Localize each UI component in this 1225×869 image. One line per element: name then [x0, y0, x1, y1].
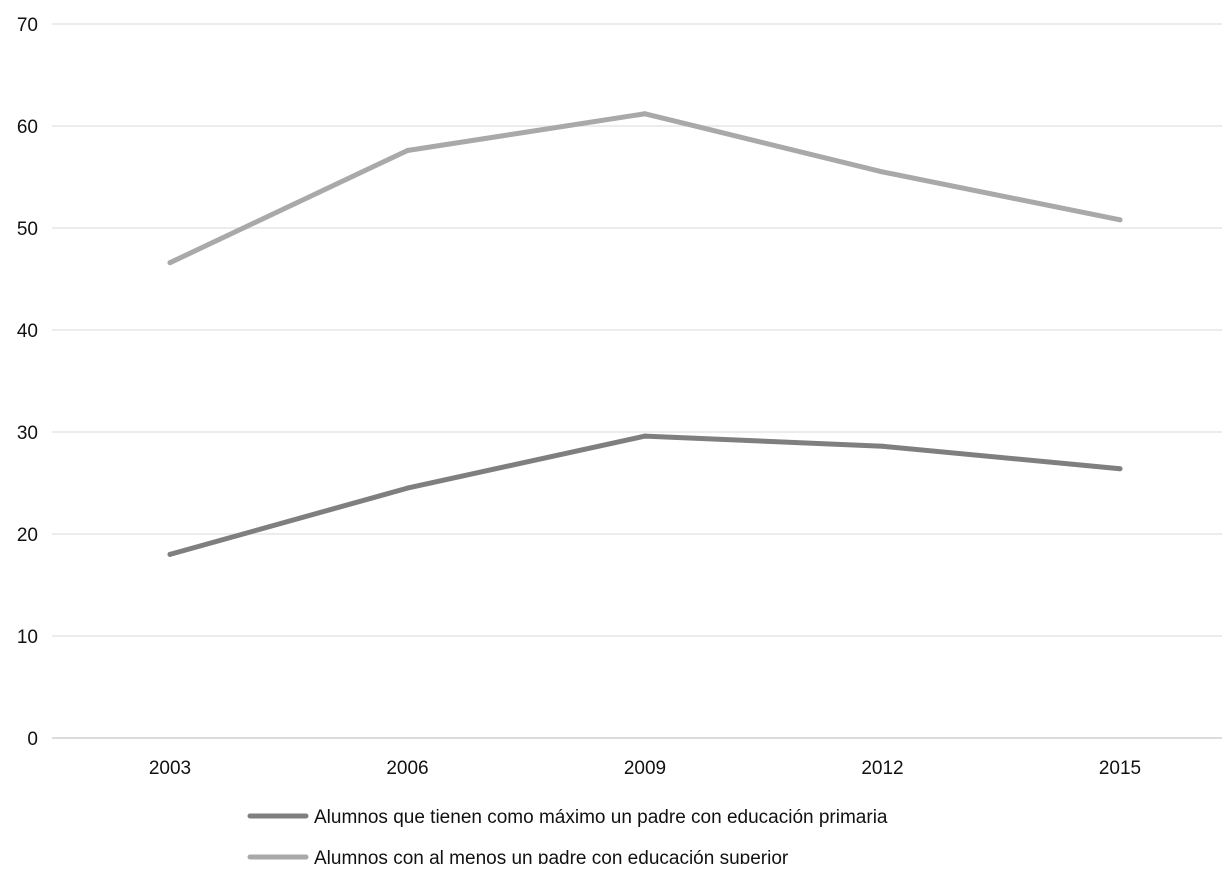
data-point: [405, 485, 410, 491]
data-point: [405, 147, 410, 153]
y-tick-label: 0: [27, 729, 38, 750]
y-tick-label: 40: [17, 321, 38, 342]
x-tick-label: 2006: [386, 758, 428, 779]
x-tick-label: 2003: [149, 758, 191, 779]
y-tick-label: 60: [17, 117, 38, 138]
y-tick-label: 20: [17, 525, 38, 546]
data-point: [642, 111, 648, 117]
data-point: [167, 551, 173, 557]
x-axis-ticks: 2003 2006 2009 2012 2015: [149, 758, 1141, 779]
data-point: [880, 443, 885, 449]
data-point: [880, 169, 885, 175]
series-lines: [167, 111, 1123, 557]
y-tick-label: 50: [17, 219, 38, 240]
gridlines: [52, 23, 1222, 739]
y-tick-label: 70: [17, 15, 38, 36]
legend-label-2: Alumnos con al menos un padre con educac…: [314, 848, 789, 864]
data-point: [642, 433, 648, 439]
legend: Alumnos que tienen como máximo un padre …: [247, 807, 888, 869]
y-axis-ticks: 0 10 20 30 40 50 60 70: [17, 15, 38, 750]
y-tick-label: 30: [17, 423, 38, 444]
data-point: [167, 260, 173, 266]
data-point: [1117, 217, 1123, 223]
y-tick-label: 10: [17, 627, 38, 648]
legend-label-1: Alumnos que tienen como máximo un padre …: [314, 807, 888, 828]
series-line-1: [167, 433, 1123, 557]
x-tick-label: 2015: [1099, 758, 1141, 779]
x-tick-label: 2009: [624, 758, 666, 779]
series-line-2: [167, 111, 1123, 266]
x-tick-label: 2012: [861, 758, 903, 779]
data-point: [1117, 466, 1123, 472]
